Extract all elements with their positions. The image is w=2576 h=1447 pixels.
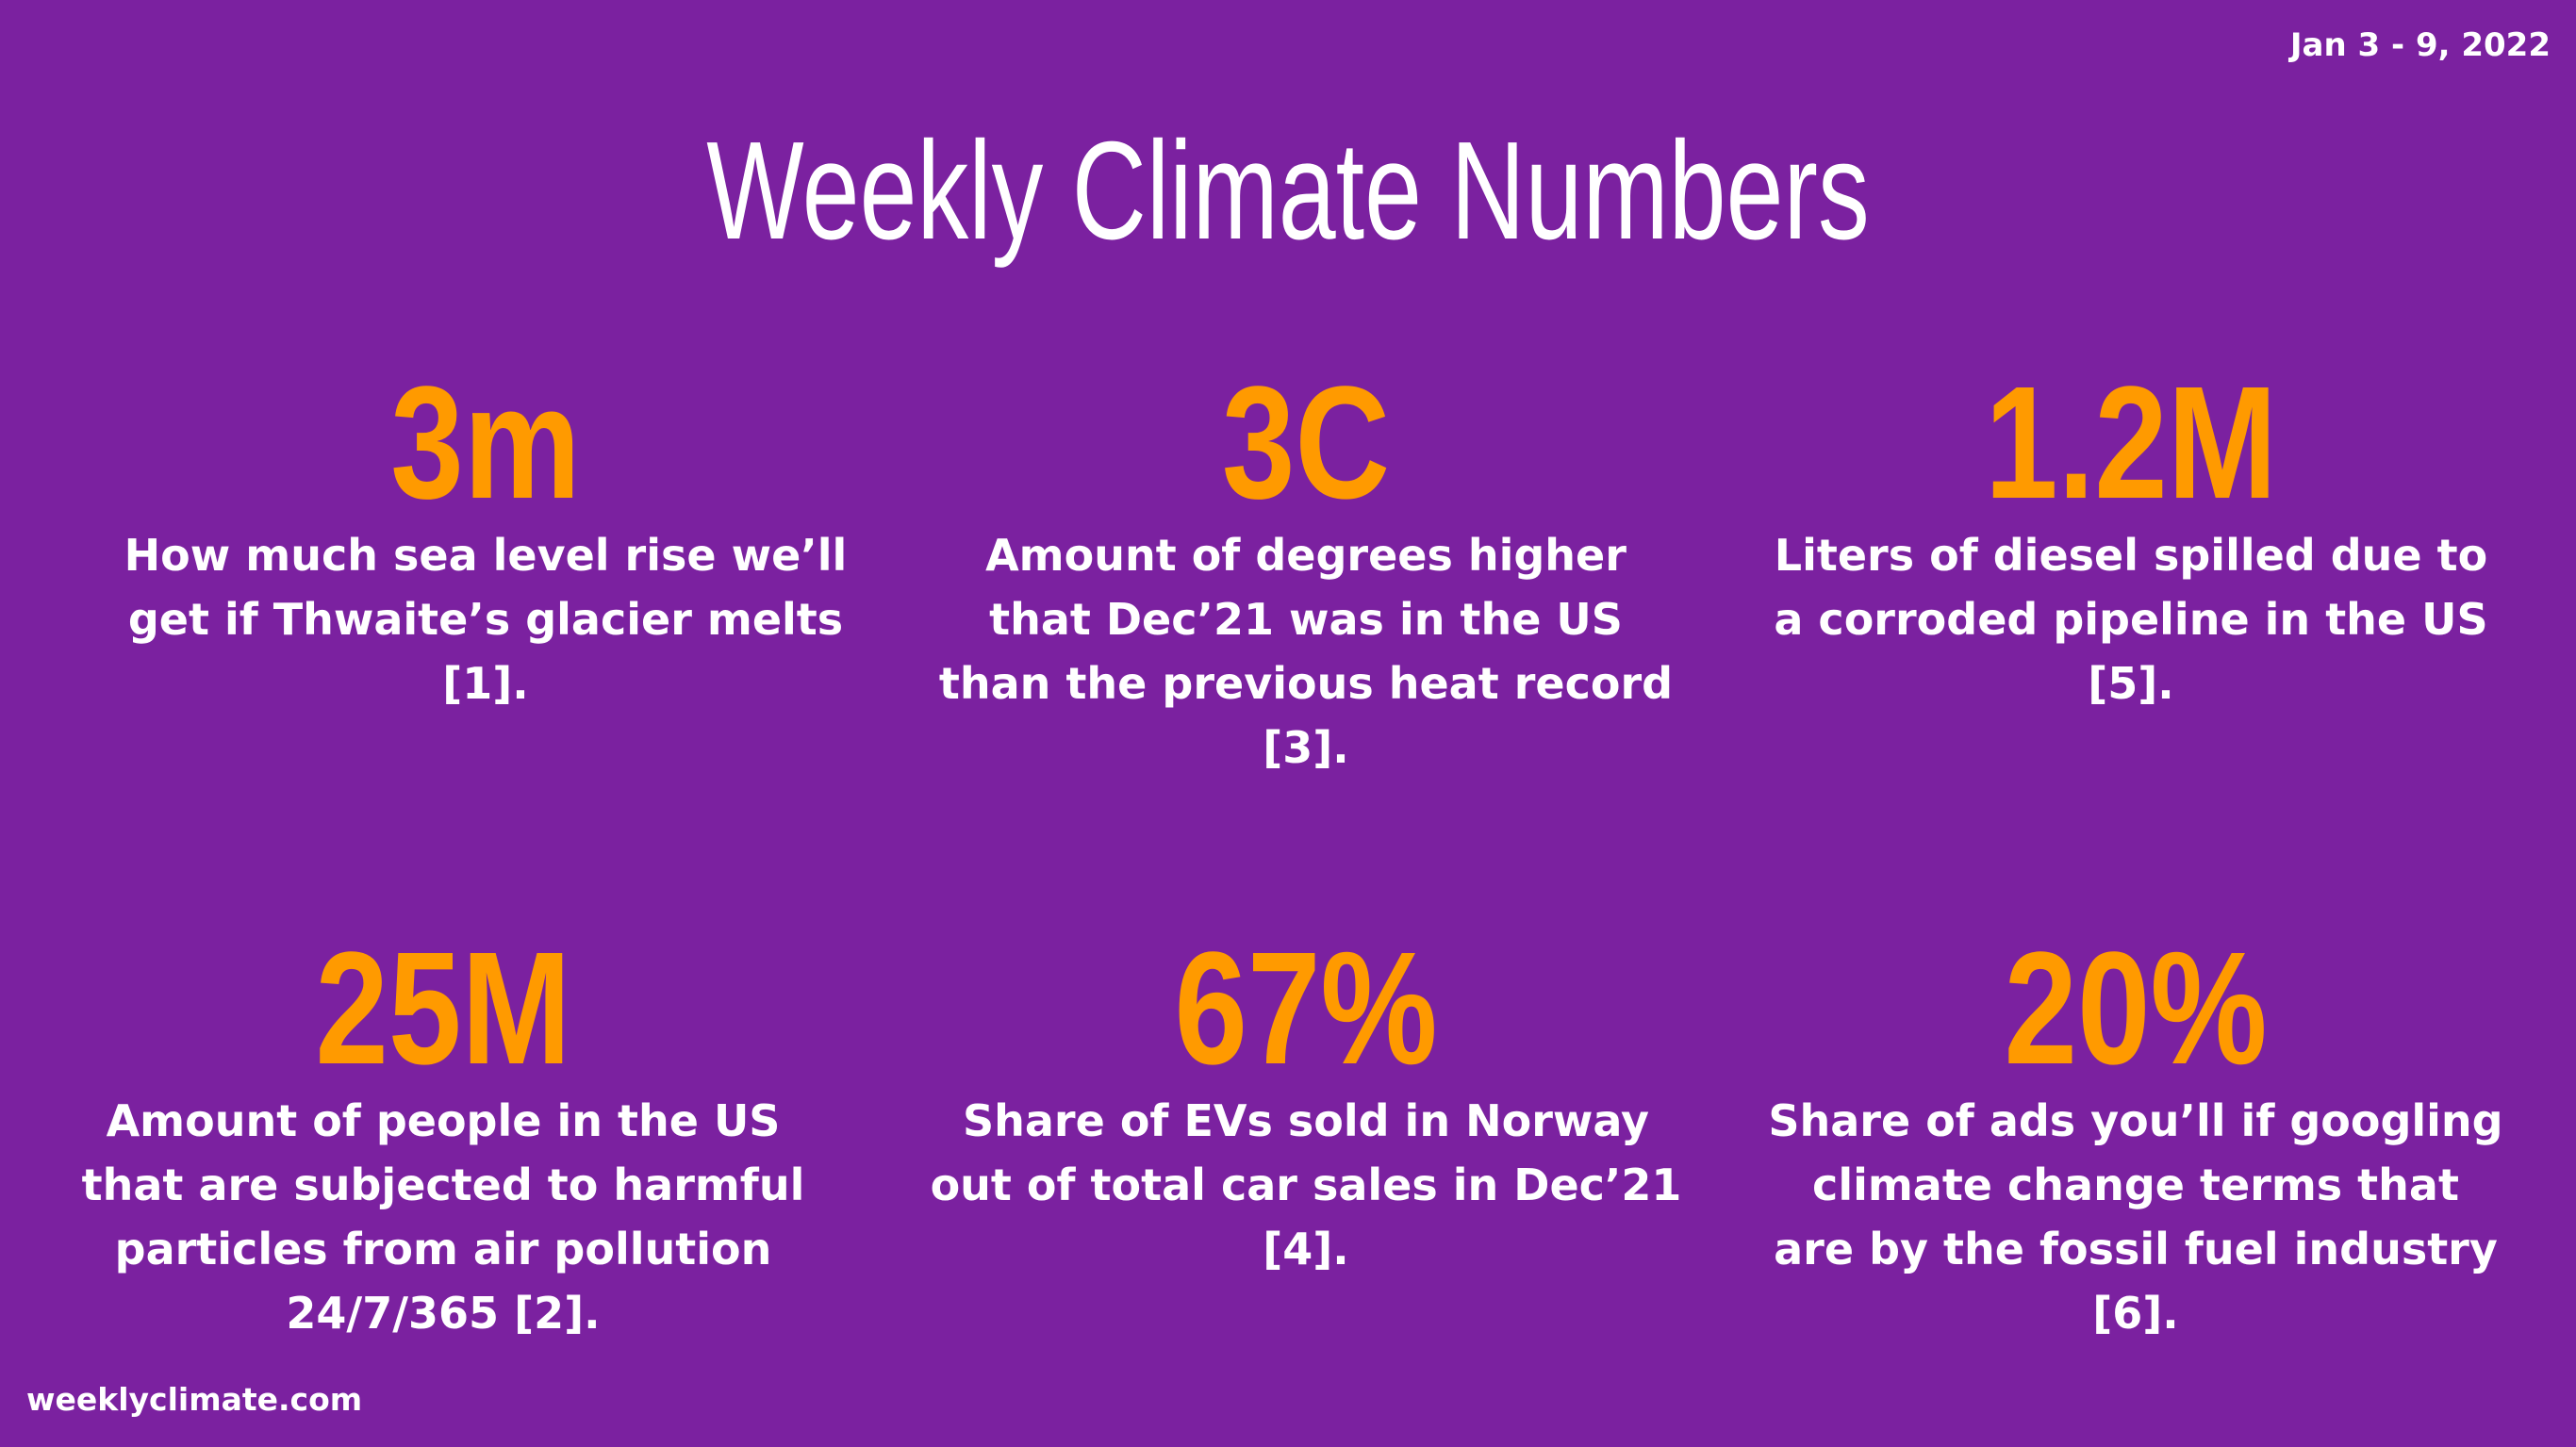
stat-card-diesel-spill: 1.2M Liters of diesel spilled due to a c… [1754, 363, 2508, 715]
stat-description: How much sea level rise we’ll get if Thw… [124, 530, 848, 709]
stat-number: 3m [390, 354, 581, 533]
stat-description: Liters of diesel spilled due to a corrod… [1774, 530, 2488, 709]
stat-card-heat-record: 3C Amount of degrees higher that Dec’21 … [933, 363, 1678, 780]
stat-number: 20% [2004, 919, 2268, 1098]
stat-description: Amount of people in the US that are subj… [81, 1095, 805, 1339]
stat-card-fossil-ads: 20% Share of ads you’ll if googling clim… [1768, 929, 2503, 1345]
stat-number: 25M [315, 919, 571, 1098]
stat-card-sea-level: 3m How much sea level rise we’ll get if … [104, 363, 867, 715]
stat-description: Share of ads you’ll if googling climate … [1768, 1095, 2503, 1339]
footer-site-link[interactable]: weeklyclimate.com [26, 1381, 363, 1418]
stat-number: 67% [1174, 919, 1438, 1098]
stat-card-air-pollution: 25M Amount of people in the US that are … [61, 929, 825, 1345]
page-title: Weekly Climate Numbers [706, 113, 1870, 269]
stat-number: 1.2M [1985, 354, 2277, 533]
stat-number: 3C [1221, 354, 1391, 533]
date-range: Jan 3 - 9, 2022 [2289, 26, 2551, 64]
stat-card-ev-sales: 67% Share of EVs sold in Norway out of t… [929, 929, 1683, 1281]
stat-description: Amount of degrees higher that Dec’21 was… [938, 530, 1674, 773]
stat-description: Share of EVs sold in Norway out of total… [930, 1095, 1682, 1274]
